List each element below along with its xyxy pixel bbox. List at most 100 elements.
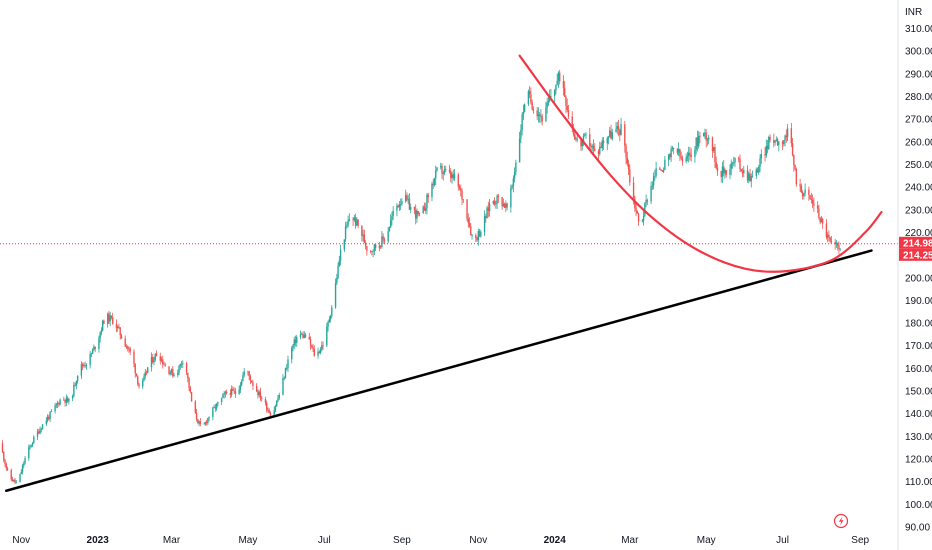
candle	[426, 192, 428, 215]
candle	[135, 373, 138, 377]
candle	[232, 386, 234, 391]
candle	[50, 408, 53, 413]
candle	[687, 146, 690, 163]
candle	[522, 104, 525, 121]
candle	[562, 75, 565, 96]
candle	[115, 319, 118, 333]
support-trendline[interactable]	[5, 249, 873, 492]
lightning-icon[interactable]	[833, 513, 849, 529]
candle	[353, 214, 356, 222]
candle	[729, 164, 731, 180]
x-tick-label: Mar	[621, 535, 639, 546]
candle	[530, 87, 532, 105]
candle	[538, 112, 541, 123]
candle	[39, 426, 41, 435]
y-tick-label: 250.00	[905, 160, 932, 171]
candle	[422, 205, 424, 214]
candle	[119, 327, 121, 340]
candle	[327, 320, 329, 332]
candle	[786, 124, 789, 142]
candle	[381, 230, 383, 249]
candle	[677, 142, 680, 157]
candle	[705, 129, 707, 148]
time-axis[interactable]: Nov 2023 Mar May Jul Sep Nov 2024 Mar May Jul Sep	[12, 535, 869, 546]
candle	[652, 172, 655, 190]
candle	[299, 330, 302, 340]
candle	[448, 164, 451, 174]
candle	[810, 192, 813, 204]
candle	[238, 385, 240, 395]
candle	[661, 170, 664, 172]
candle	[743, 165, 745, 178]
candle	[282, 374, 284, 396]
candle	[445, 165, 447, 172]
candle	[711, 136, 714, 158]
candle	[794, 164, 796, 171]
candle	[774, 140, 776, 146]
candle	[11, 476, 14, 482]
candle	[46, 414, 49, 423]
price-axis[interactable]: 90.00 100.00 110.00 120.00 130.00 140.00 150.0…	[899, 24, 932, 534]
candle	[125, 344, 128, 350]
candle	[223, 390, 225, 399]
candle	[4, 458, 6, 467]
candle	[793, 154, 795, 172]
candle	[724, 168, 726, 179]
candle	[145, 370, 148, 376]
last-price-label: 214.98	[903, 238, 932, 249]
candle	[66, 396, 69, 403]
candle	[28, 444, 30, 461]
candle	[784, 134, 786, 147]
candle	[311, 344, 313, 349]
candle	[266, 400, 268, 413]
candle	[194, 399, 197, 414]
candle	[29, 444, 31, 450]
candle	[746, 165, 749, 183]
candle	[258, 389, 260, 398]
candle	[495, 200, 497, 209]
candle	[45, 417, 48, 427]
candle	[839, 248, 841, 252]
candle	[24, 455, 26, 465]
candle	[759, 154, 761, 173]
candle	[401, 198, 403, 206]
candle	[592, 139, 595, 155]
candle	[277, 394, 279, 403]
candle	[328, 316, 331, 324]
candle	[809, 195, 811, 200]
rounding-bottom-curve[interactable]	[518, 54, 883, 273]
candle	[13, 479, 15, 483]
candle	[284, 367, 287, 379]
candle	[31, 441, 34, 448]
candle	[690, 148, 692, 162]
candle	[407, 194, 409, 205]
candle	[689, 146, 691, 161]
candle	[432, 178, 434, 190]
candle	[234, 387, 237, 398]
candle	[199, 418, 202, 427]
candle	[182, 360, 184, 369]
candle	[415, 204, 417, 225]
candle	[664, 156, 666, 171]
candle	[56, 400, 59, 409]
candle	[672, 147, 675, 155]
y-tick-label: 180.00	[905, 319, 932, 330]
candle	[225, 389, 228, 395]
candle	[541, 113, 543, 126]
candle	[108, 310, 110, 325]
candle	[418, 212, 421, 217]
candle	[671, 145, 674, 152]
candle	[40, 427, 43, 433]
candle	[287, 355, 289, 373]
candle	[758, 164, 760, 175]
candle	[329, 314, 332, 323]
candle	[471, 233, 473, 240]
candle	[487, 201, 490, 218]
candle	[85, 363, 88, 370]
candle	[154, 352, 156, 362]
candle	[138, 382, 140, 389]
candle	[733, 156, 735, 167]
candle	[436, 167, 438, 172]
candle	[594, 143, 596, 152]
